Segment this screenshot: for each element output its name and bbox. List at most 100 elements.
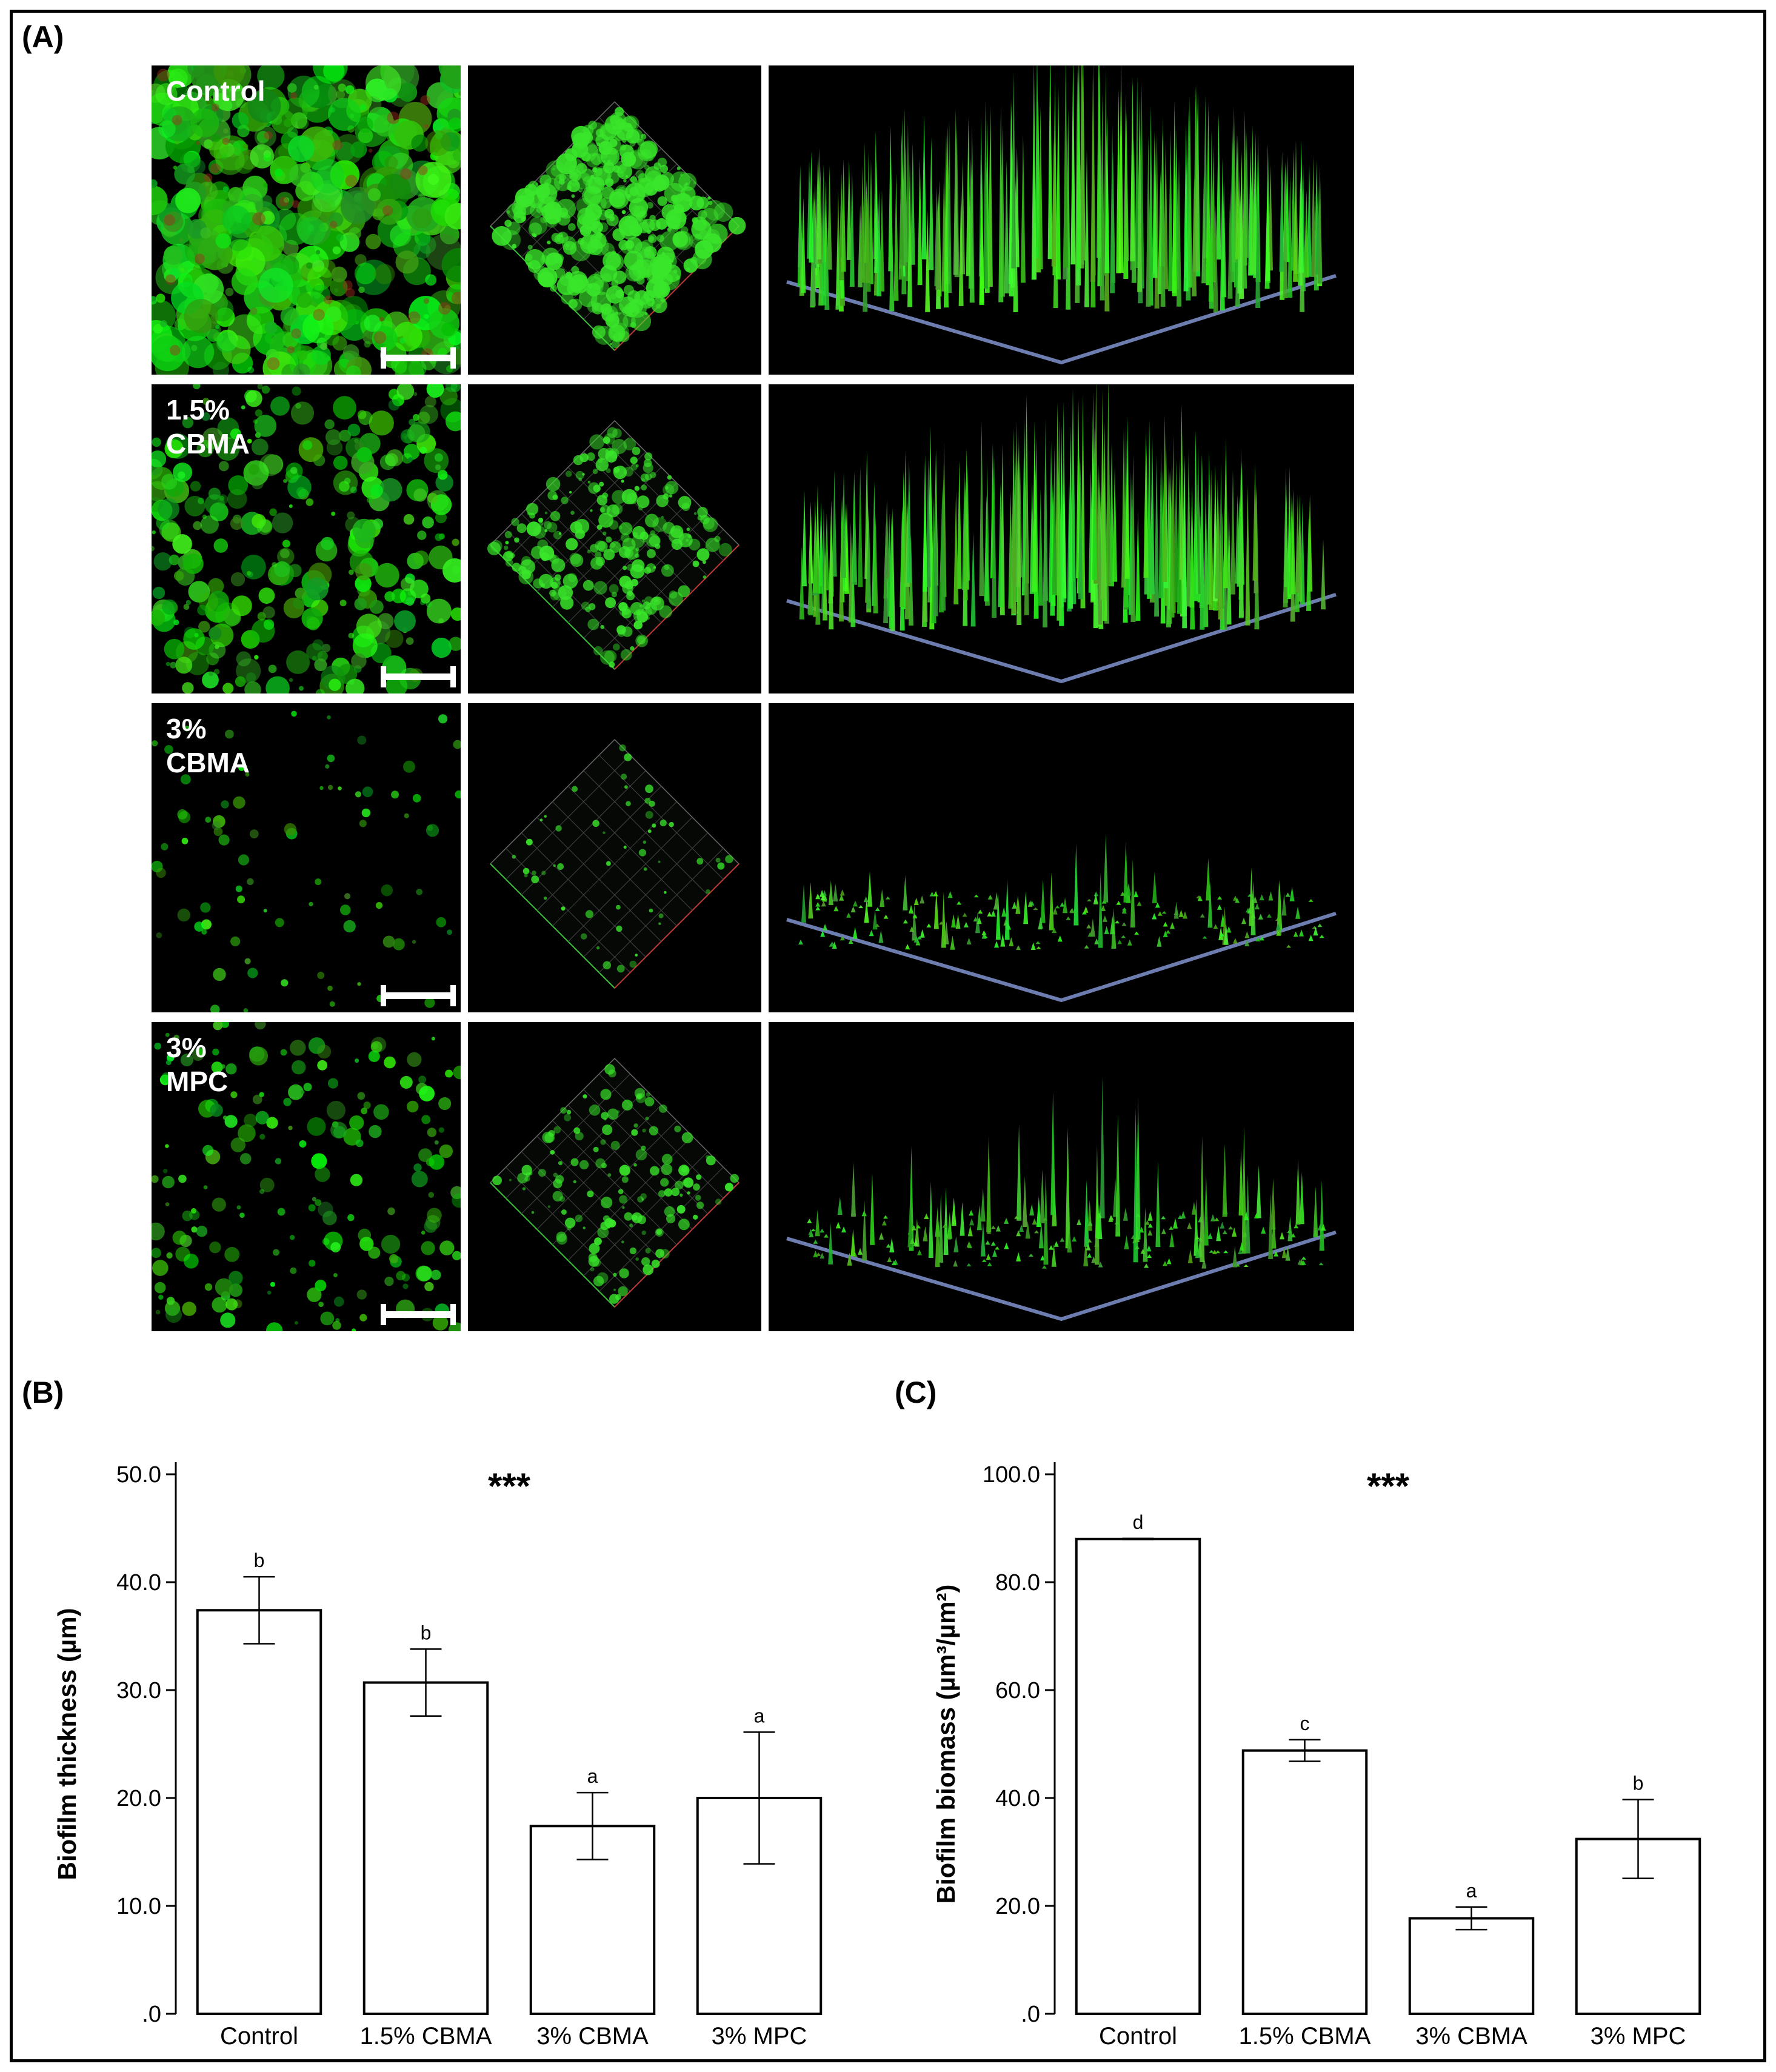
biofilm-speck	[398, 82, 418, 102]
biofilm-speck	[202, 671, 219, 689]
surface-spike	[1183, 124, 1189, 292]
biofilm-speck	[406, 637, 414, 645]
surface-spike	[953, 1236, 959, 1252]
surface-spike	[984, 494, 989, 602]
biofilm-speck	[350, 1174, 362, 1186]
surface-spike	[1067, 1228, 1072, 1253]
biofilm-speck	[421, 1231, 426, 1235]
surface-spike	[820, 1228, 825, 1233]
surface-spike	[1028, 1254, 1033, 1257]
x-tick-label: Control	[220, 2023, 298, 2050]
dead-cell-speck	[291, 328, 301, 339]
biofilm-speck	[274, 561, 290, 578]
surface-spike	[1137, 96, 1143, 292]
surface-spike	[823, 1234, 829, 1238]
surface-spike	[1112, 465, 1118, 582]
render-speck	[544, 815, 547, 818]
render-speck	[531, 1211, 535, 1214]
render-speck	[616, 964, 625, 973]
surface-spike	[1030, 942, 1036, 950]
surface-spike	[880, 189, 884, 292]
render-speck	[600, 1089, 612, 1100]
surface-spike	[850, 906, 856, 912]
biofilm-speck	[225, 1298, 238, 1311]
render-speck	[528, 222, 542, 236]
surface-spike	[929, 136, 934, 270]
biofilm-speck	[322, 1211, 337, 1226]
surface-spike	[1187, 1222, 1192, 1229]
render-speck	[645, 1248, 651, 1254]
surface-spike	[913, 898, 919, 905]
render-speck	[546, 476, 561, 492]
biofilm-speck	[322, 1238, 330, 1246]
render-speck	[592, 325, 606, 339]
biofilm-speck	[339, 429, 351, 442]
surface-spike	[1035, 65, 1040, 258]
surface-spike	[1152, 913, 1157, 920]
surface-spike	[883, 533, 889, 623]
biofilm-speck	[237, 895, 245, 904]
biofilm-speck	[413, 242, 431, 259]
render-speck	[656, 218, 668, 230]
surface-spike	[1161, 911, 1167, 914]
render-speck	[633, 620, 643, 630]
surface-spike	[1121, 935, 1126, 938]
biofilm-speck	[255, 1022, 266, 1030]
biofilm-speck	[311, 346, 331, 365]
surface-spike	[1312, 926, 1317, 929]
render-speck	[570, 1158, 579, 1166]
biofilm-speck	[182, 682, 194, 693]
biofilm-speck	[327, 985, 333, 991]
surface-spike	[1020, 134, 1026, 283]
biofilm-speck	[394, 610, 416, 632]
biofilm-speck	[161, 843, 169, 851]
panel-c-label: (C)	[895, 1375, 937, 1409]
dead-cell-speck	[292, 200, 300, 209]
biofilm-speck	[367, 188, 381, 201]
surface-spike	[953, 1260, 958, 1267]
biofilm-speck	[232, 112, 249, 129]
render-speck	[608, 1219, 616, 1228]
surface-spike	[1200, 1136, 1205, 1262]
surface-spike	[1109, 443, 1114, 587]
surface-spike	[1027, 900, 1033, 907]
biofilm-speck	[317, 1044, 332, 1059]
render-speck	[695, 1194, 701, 1201]
surface-spike	[1183, 911, 1187, 919]
biofilm-speck	[332, 1321, 341, 1330]
surface-spike	[1056, 85, 1061, 279]
render-speck	[512, 855, 516, 859]
surface-spike	[816, 1252, 821, 1256]
surface-spike	[1275, 923, 1281, 930]
render-speck	[626, 801, 631, 806]
render-speck	[664, 1206, 675, 1217]
surface-spike	[1200, 914, 1205, 918]
surface-spike	[1038, 1221, 1044, 1249]
surface-spike	[1318, 1262, 1324, 1266]
render-speck	[615, 312, 618, 315]
biofilm-speck	[343, 920, 356, 933]
surface-spike	[864, 899, 869, 923]
surface-spike	[1038, 487, 1043, 606]
render-speck	[670, 525, 684, 538]
render-speck	[610, 121, 615, 125]
biofilm-speck	[152, 185, 168, 215]
surface-spike	[998, 104, 1004, 302]
biofilm-speck	[322, 644, 331, 652]
surface-spike	[1011, 502, 1017, 614]
surface-spike	[829, 943, 834, 947]
surface-axes	[786, 911, 1337, 1003]
render-speck	[539, 818, 543, 821]
render-speck	[603, 159, 606, 163]
surface-spike	[1155, 902, 1160, 908]
biofilm-speck	[292, 386, 301, 396]
surface-spike	[841, 1226, 846, 1232]
surface-spike	[889, 212, 895, 312]
render-speck	[536, 206, 543, 213]
biofilm-speck	[418, 1148, 432, 1162]
surface-spike	[1218, 927, 1224, 940]
biofilm-speck	[162, 1175, 175, 1189]
render-speck	[613, 270, 627, 284]
biofilm-speck	[444, 202, 461, 230]
biofilm-speck	[338, 83, 346, 92]
